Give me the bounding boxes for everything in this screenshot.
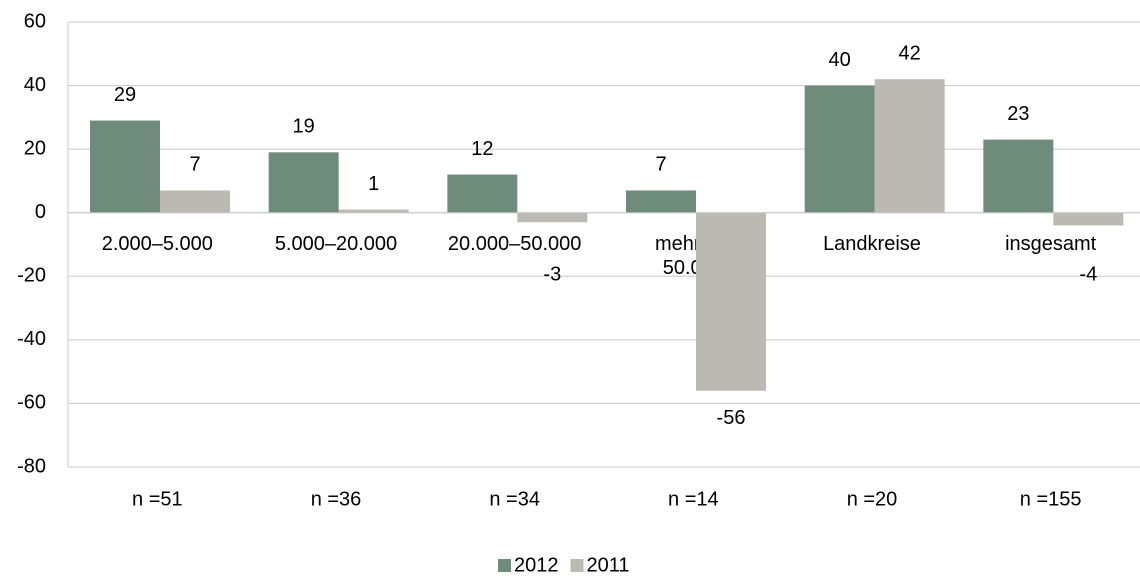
bar (983, 139, 1054, 213)
data-label: 19 (293, 116, 315, 138)
bar (696, 212, 766, 391)
bar (804, 85, 875, 213)
x-tick-label-box: Landkreise (823, 233, 921, 255)
x-tick-label: 5.000–20.000 (274, 233, 398, 255)
sample-size-label: n =155 (1020, 488, 1082, 510)
data-label: 1 (368, 173, 379, 195)
data-label: 7 (189, 154, 200, 176)
x-tick-label: Landkreise (823, 233, 921, 255)
sample-size-label: n =14 (668, 488, 719, 510)
bar (90, 120, 160, 213)
bar (268, 152, 339, 213)
data-label: 12 (471, 138, 493, 160)
x-tick-label-box: 2.000–5.000 (101, 233, 213, 255)
x-tick-label-box: insgesamt (1005, 233, 1097, 255)
x-tick-label: 2.000–5.000 (101, 233, 213, 255)
x-tick-label: insgesamt (1005, 233, 1097, 255)
data-label: 40 (829, 49, 851, 71)
data-label: 23 (1007, 103, 1029, 125)
sample-size-label: n =20 (847, 488, 898, 510)
y-tick-label: 40 (24, 74, 46, 96)
bar (338, 209, 409, 213)
bar (447, 174, 518, 213)
bar (874, 79, 945, 213)
data-label: 42 (899, 42, 921, 64)
bar (1053, 212, 1124, 226)
bar (517, 212, 588, 223)
legend-swatch (498, 559, 511, 572)
sample-size-label: n =51 (132, 488, 183, 510)
data-label: 29 (114, 84, 136, 106)
data-label: 7 (655, 154, 666, 176)
y-tick-label: -60 (17, 392, 46, 414)
y-tick-label: 60 (24, 10, 46, 32)
x-tick-label: 20.000–50.000 (447, 233, 582, 255)
legend-swatch (570, 559, 584, 572)
data-label: -56 (717, 407, 746, 429)
y-tick-label: -20 (17, 265, 46, 287)
bar (160, 190, 230, 213)
bar (626, 190, 696, 213)
data-label: -3 (543, 263, 561, 285)
data-label: -4 (1079, 263, 1097, 285)
x-tick-label-box: 20.000–50.000 (447, 233, 582, 255)
sample-size-label: n =34 (489, 488, 540, 510)
sample-size-label: n =36 (311, 488, 362, 510)
y-tick-label: 0 (35, 201, 46, 223)
y-tick-label: 20 (24, 137, 46, 159)
legend-label: 2012 (514, 554, 559, 576)
x-tick-label-box: 5.000–20.000 (274, 233, 398, 255)
y-tick-label: -40 (17, 328, 46, 350)
y-tick-label: -80 (17, 455, 46, 477)
legend-label: 2011 (587, 554, 630, 576)
